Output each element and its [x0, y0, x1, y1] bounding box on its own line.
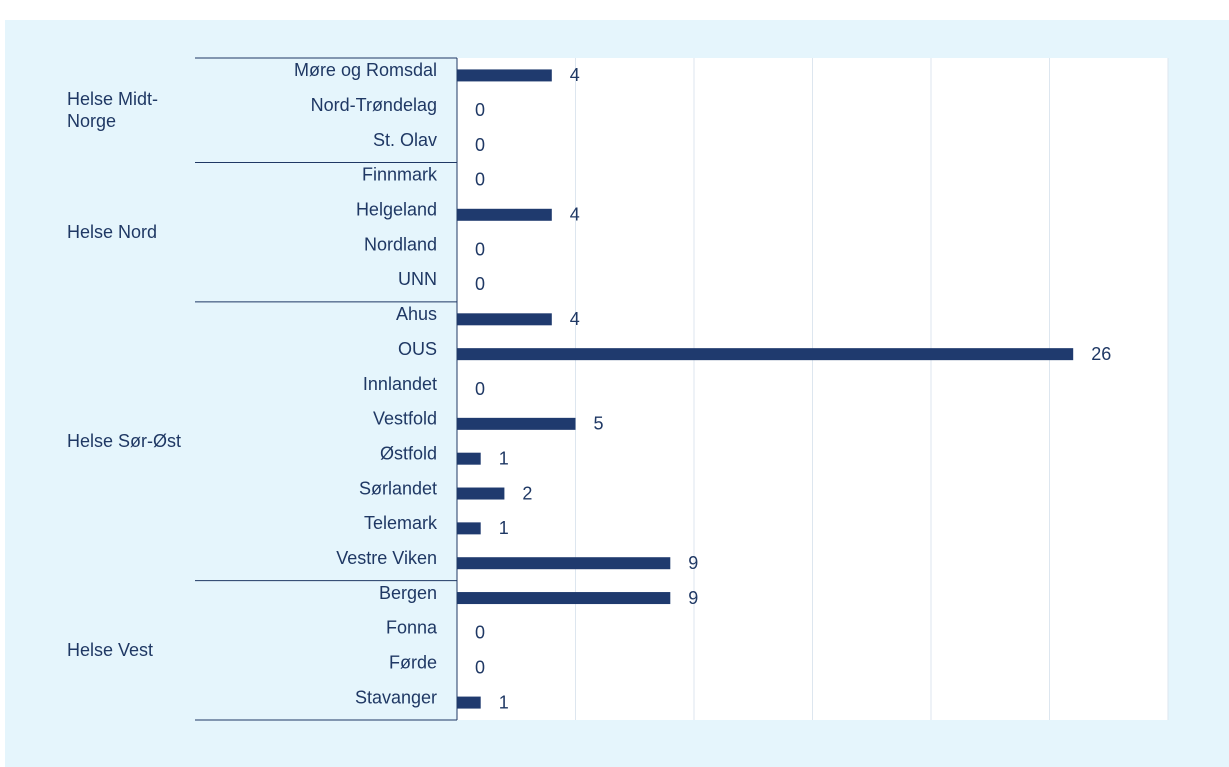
- value-label: 4: [570, 65, 580, 85]
- category-label: Innlandet: [363, 374, 437, 394]
- value-label: 4: [570, 309, 580, 329]
- value-label: 9: [688, 553, 698, 573]
- value-label: 9: [688, 588, 698, 608]
- value-label: 1: [499, 448, 509, 468]
- bar: [457, 696, 481, 709]
- value-label: 0: [475, 100, 485, 120]
- value-label: 1: [499, 692, 509, 712]
- category-label: Møre og Romsdal: [294, 60, 437, 80]
- category-label: UNN: [398, 269, 437, 289]
- category-label: OUS: [398, 339, 437, 359]
- value-label: 2: [522, 483, 532, 503]
- category-label: Sørlandet: [359, 478, 437, 498]
- category-label: Telemark: [364, 513, 438, 533]
- bar: [457, 348, 1074, 361]
- category-label: Nordland: [364, 234, 437, 254]
- category-label: St. Olav: [373, 130, 437, 150]
- value-label: 1: [499, 518, 509, 538]
- bar: [457, 208, 552, 221]
- group-label: Helse Vest: [67, 640, 154, 661]
- bar: [457, 417, 576, 430]
- bar: [457, 557, 671, 570]
- group-label: Helse Sør-Øst: [67, 431, 182, 452]
- group-label: Helse Nord: [67, 222, 158, 243]
- value-label: 26: [1091, 344, 1111, 364]
- category-label: Førde: [389, 652, 437, 672]
- category-label: Vestfold: [373, 409, 437, 429]
- bar: [457, 69, 552, 82]
- category-label: Vestre Viken: [336, 548, 437, 568]
- group-label: Helse Midt-Norge: [67, 89, 159, 132]
- category-label: Helgeland: [356, 200, 437, 220]
- value-label: 5: [594, 414, 604, 434]
- value-label: 0: [475, 135, 485, 155]
- bar: [457, 487, 505, 500]
- category-label: Østfold: [380, 443, 437, 463]
- value-label: 0: [475, 170, 485, 190]
- value-label: 0: [475, 274, 485, 294]
- category-label: Ahus: [396, 304, 437, 324]
- value-label: 0: [475, 623, 485, 643]
- bar: [457, 592, 671, 605]
- bar: [457, 452, 481, 465]
- value-label: 4: [570, 205, 580, 225]
- bar: [457, 313, 552, 326]
- value-label: 0: [475, 239, 485, 259]
- value-label: 0: [475, 379, 485, 399]
- category-label: Fonna: [386, 618, 438, 638]
- category-label: Bergen: [379, 583, 437, 603]
- category-label: Finnmark: [362, 165, 438, 185]
- category-label: Nord-Trøndelag: [311, 95, 437, 115]
- category-label: Stavanger: [355, 687, 437, 707]
- value-label: 0: [475, 657, 485, 677]
- bar: [457, 522, 481, 535]
